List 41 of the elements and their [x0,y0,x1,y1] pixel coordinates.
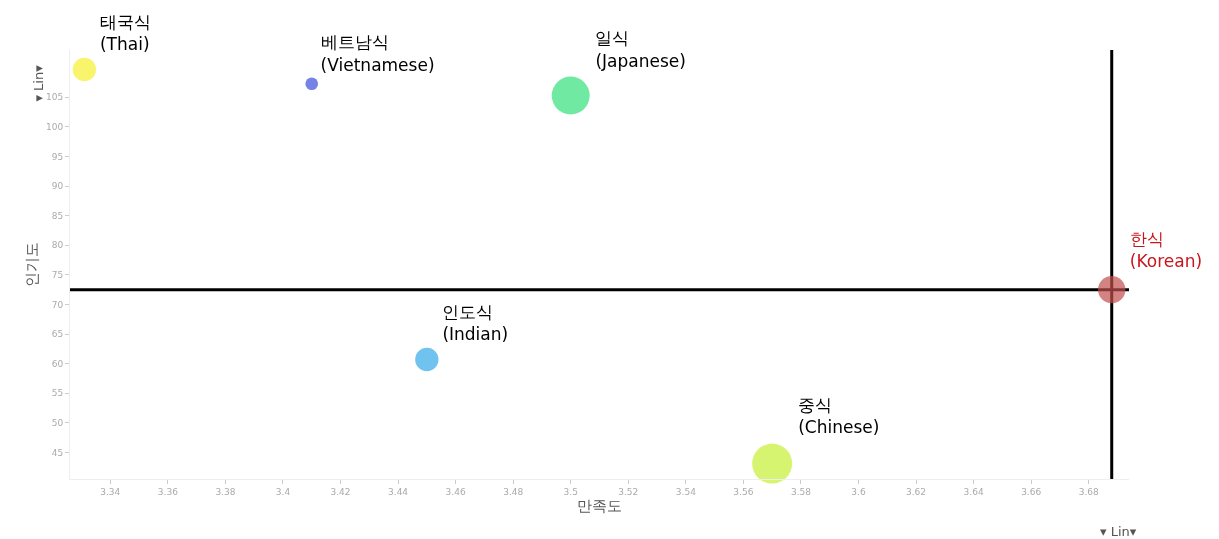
x-tick-label: 3.4 [275,486,291,497]
y-tick-label: 90 [51,181,64,192]
series-label: 일식 (Japanese) [595,28,686,71]
x-tick-label: 3.42 [330,486,351,497]
x-tick-label: 3.56 [733,486,754,497]
y-tick-label: 100 [46,122,64,133]
x-tick-label: 3.5 [563,486,578,497]
x-tick-label: 3.48 [503,486,524,497]
y-tick-label: 80 [51,240,64,251]
x-tick-label: 3.66 [1021,486,1042,497]
y-tick-label: 50 [51,417,64,428]
text: ▾ Lin▾ [1100,524,1137,539]
x-tick-label: 3.46 [445,486,466,497]
x-tick-label: 3.6 [851,486,866,497]
y-tick-label: 55 [51,388,64,399]
y-tick-label: 45 [51,447,64,458]
y-tick-label: 105 [46,92,64,103]
x-tick-label: 3.68 [1078,486,1099,497]
series-label: 태국식 (Thai) [99,11,151,54]
x-tick-label: 3.64 [963,486,984,497]
y-tick-label: 95 [51,151,64,162]
x-axis-title: 만족도 [577,496,622,515]
x-tick-label: 3.38 [215,486,236,497]
series-label: 한식 (Korean) [1129,229,1203,272]
x-tick-label: 3.58 [790,486,812,497]
x-tick-label: 3.54 [675,486,697,497]
text: ▾ Lin▾ [30,64,46,102]
y-tick-label: 60 [51,358,64,369]
y-tick-label: 65 [51,329,64,340]
series-label: 베트남식 (Vietnamese) [320,32,435,75]
x-tick-label: 3.52 [618,486,639,497]
x-tick-label: 3.62 [906,486,927,497]
y-tick-label: 85 [51,210,64,221]
series-label: 중식 (Chinese) [798,395,880,438]
x-tick-label: 3.44 [388,486,409,497]
y-tick-label: 70 [51,299,64,310]
x-tick-label: 3.34 [100,486,121,497]
series-label: 인도식 (Indian) [442,301,509,344]
y-axis-title: 인기도 [23,242,42,287]
y-tick-label: 75 [51,270,64,281]
x-tick-label: 3.36 [157,486,179,497]
